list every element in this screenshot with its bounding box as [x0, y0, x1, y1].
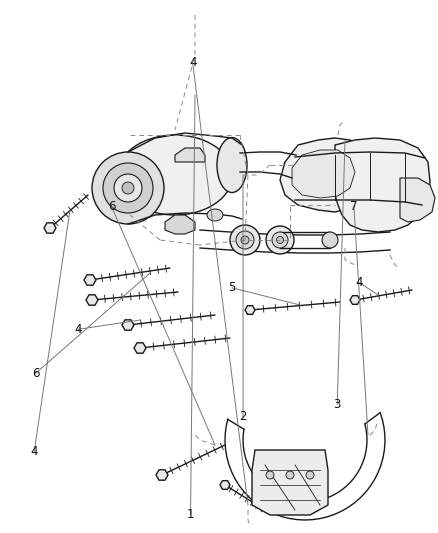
Ellipse shape — [306, 471, 314, 479]
Polygon shape — [292, 150, 355, 198]
Text: 4: 4 — [74, 323, 82, 336]
Polygon shape — [122, 320, 134, 330]
Polygon shape — [165, 215, 195, 234]
Polygon shape — [84, 275, 96, 285]
Polygon shape — [86, 295, 98, 305]
Ellipse shape — [103, 163, 153, 213]
Text: 6: 6 — [32, 367, 40, 379]
Ellipse shape — [117, 135, 233, 215]
Polygon shape — [134, 343, 146, 353]
Ellipse shape — [266, 471, 274, 479]
Ellipse shape — [266, 226, 294, 254]
Polygon shape — [220, 481, 230, 489]
Ellipse shape — [114, 174, 142, 202]
Text: 5: 5 — [229, 281, 236, 294]
Ellipse shape — [286, 471, 294, 479]
Text: 3: 3 — [334, 398, 341, 410]
Polygon shape — [400, 178, 435, 222]
Ellipse shape — [276, 237, 283, 244]
Polygon shape — [252, 450, 328, 515]
Text: 4: 4 — [30, 446, 38, 458]
Polygon shape — [156, 470, 168, 480]
Ellipse shape — [241, 236, 249, 244]
Polygon shape — [280, 138, 368, 212]
Ellipse shape — [217, 138, 247, 192]
Ellipse shape — [230, 225, 260, 255]
Text: 7: 7 — [350, 200, 358, 213]
Ellipse shape — [322, 232, 338, 248]
Ellipse shape — [207, 209, 223, 221]
Ellipse shape — [122, 182, 134, 194]
Polygon shape — [245, 305, 255, 314]
Text: 1: 1 — [187, 508, 194, 521]
Polygon shape — [335, 138, 430, 232]
Ellipse shape — [236, 231, 254, 249]
Ellipse shape — [92, 152, 164, 224]
Polygon shape — [175, 148, 205, 162]
Ellipse shape — [272, 232, 288, 248]
Text: 4: 4 — [355, 276, 363, 289]
Polygon shape — [44, 223, 56, 233]
Text: 2: 2 — [239, 410, 247, 423]
Text: 6: 6 — [108, 200, 116, 213]
Text: 4: 4 — [189, 56, 197, 69]
Polygon shape — [350, 296, 360, 304]
